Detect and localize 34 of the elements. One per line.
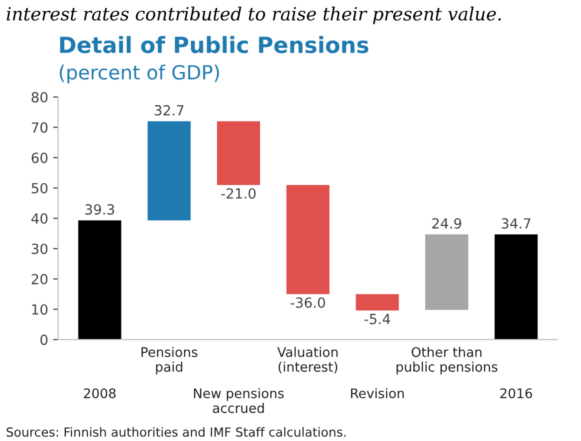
bar bbox=[494, 234, 538, 340]
y-tick-label: 60 bbox=[32, 152, 48, 164]
bar bbox=[286, 184, 330, 294]
data-label: -5.4 bbox=[364, 314, 390, 324]
y-tick-label: 50 bbox=[32, 182, 48, 194]
y-tick-label: 20 bbox=[32, 274, 48, 284]
text: interest rates contributed to raise their present value. bbox=[6, 6, 501, 24]
chart-title: Detail of Public Pensions bbox=[60, 36, 368, 54]
x-tick-label: 2008 bbox=[84, 388, 116, 398]
data-label: 39.3 bbox=[85, 204, 114, 215]
chart-subtitle: (percent of GDP) bbox=[60, 64, 219, 84]
x-tick-label: Other than public pensions bbox=[396, 346, 498, 374]
data-label: -36.0 bbox=[290, 297, 325, 308]
bar bbox=[425, 234, 468, 310]
bar bbox=[356, 294, 399, 310]
data-label: 32.7 bbox=[154, 105, 184, 116]
y-tick-label: 70 bbox=[32, 122, 48, 133]
data-label: 34.7 bbox=[502, 218, 530, 229]
y-tick-label: 80 bbox=[32, 92, 48, 102]
x-tick-label: Pensions paid bbox=[142, 346, 198, 374]
x-tick-label: Valuation (interest) bbox=[277, 346, 338, 374]
bar bbox=[148, 121, 191, 220]
data-label: 24.9 bbox=[432, 218, 462, 229]
y-tick-label: 30 bbox=[32, 244, 48, 254]
bar bbox=[78, 220, 122, 340]
bar bbox=[217, 121, 260, 185]
y-tick-label: 40 bbox=[31, 213, 48, 224]
y-tick-label: 0 bbox=[40, 334, 48, 346]
x-tick-label: 2016 bbox=[500, 388, 532, 398]
x-tick-label: Revision bbox=[351, 388, 404, 398]
x-tick-label: New pensions accrued bbox=[194, 388, 284, 414]
source-note: Sources: Finnish authorities and IMF Staff calculations. bbox=[6, 427, 346, 437]
data-label: -21.0 bbox=[221, 188, 256, 199]
y-tick-label: 10 bbox=[32, 304, 48, 315]
